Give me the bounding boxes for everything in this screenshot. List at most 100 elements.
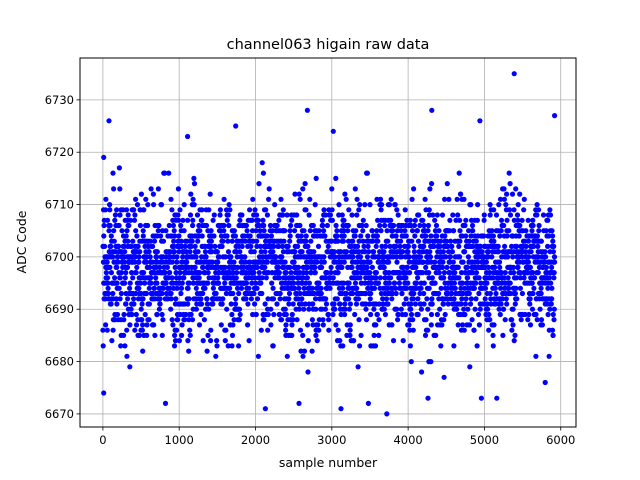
data-point — [500, 306, 507, 312]
data-point — [335, 270, 341, 276]
data-point — [460, 322, 466, 328]
data-point — [174, 327, 180, 333]
data-point — [300, 332, 306, 338]
data-point — [260, 170, 266, 176]
data-point — [287, 264, 293, 270]
data-point — [415, 275, 421, 281]
data-point — [366, 301, 372, 307]
data-point — [175, 186, 181, 192]
data-point — [359, 222, 365, 229]
data-point — [510, 264, 516, 270]
data-point — [500, 332, 506, 338]
data-point — [400, 249, 406, 255]
data-point — [301, 228, 307, 234]
data-point — [133, 196, 139, 202]
data-point — [490, 233, 496, 239]
data-point — [423, 233, 429, 239]
data-point — [512, 332, 518, 338]
data-point — [121, 311, 127, 318]
data-point — [465, 254, 471, 260]
data-point — [263, 275, 269, 281]
data-point — [142, 280, 148, 286]
data-point — [288, 270, 294, 276]
data-point — [545, 285, 551, 291]
data-point — [270, 228, 276, 234]
data-point — [281, 238, 287, 244]
data-point — [280, 207, 286, 213]
data-point — [538, 285, 544, 291]
data-point — [535, 270, 541, 276]
data-point — [459, 280, 466, 286]
data-point — [221, 228, 227, 234]
data-point — [374, 233, 380, 239]
data-point — [117, 275, 123, 281]
data-point — [316, 280, 322, 286]
data-point — [437, 306, 443, 312]
data-point — [487, 317, 493, 323]
data-point — [365, 233, 371, 239]
data-point — [457, 254, 463, 260]
data-point — [547, 306, 553, 312]
data-point — [222, 280, 228, 286]
data-point — [456, 243, 462, 249]
data-point — [112, 217, 118, 223]
data-point — [411, 249, 417, 255]
data-point — [154, 249, 160, 255]
data-point — [325, 243, 331, 249]
data-point — [150, 243, 156, 249]
data-point — [176, 338, 182, 344]
data-point — [107, 202, 113, 208]
data-point — [206, 306, 212, 312]
data-point — [118, 270, 125, 276]
data-point — [466, 238, 472, 244]
y-tick-label: 6690 — [45, 302, 74, 316]
data-point — [252, 301, 258, 307]
data-point — [527, 301, 533, 307]
data-point — [125, 238, 131, 244]
data-point — [210, 301, 216, 307]
data-point — [510, 322, 516, 328]
data-point — [377, 196, 384, 202]
data-point — [102, 207, 109, 213]
data-point — [551, 270, 557, 276]
data-point — [542, 259, 548, 265]
data-point — [350, 238, 356, 244]
data-point — [186, 348, 192, 354]
data-point — [484, 301, 490, 307]
data-point — [177, 270, 183, 276]
data-point — [232, 233, 238, 239]
data-point — [355, 364, 361, 370]
data-point — [254, 212, 260, 218]
data-point — [284, 353, 290, 359]
data-point — [118, 343, 124, 349]
data-point — [143, 196, 149, 202]
data-point — [429, 301, 435, 307]
data-point — [277, 290, 283, 297]
data-point — [536, 228, 542, 234]
data-point — [333, 222, 339, 229]
data-point — [201, 317, 207, 323]
data-point — [369, 228, 375, 234]
data-point — [421, 290, 427, 297]
data-point — [373, 270, 379, 276]
data-point — [502, 317, 508, 323]
data-point — [153, 275, 159, 281]
data-point — [347, 322, 353, 328]
data-point — [105, 280, 111, 286]
data-point — [101, 222, 107, 229]
data-point — [193, 285, 199, 291]
data-point — [163, 280, 169, 286]
data-point — [408, 359, 414, 365]
data-point — [128, 306, 134, 312]
data-point — [398, 228, 404, 234]
data-point — [159, 311, 165, 318]
data-point — [190, 222, 196, 229]
data-point — [523, 243, 529, 249]
data-point — [332, 306, 338, 312]
data-point — [270, 343, 276, 349]
data-point — [515, 264, 521, 270]
data-point — [538, 238, 545, 244]
data-point — [180, 254, 186, 260]
data-point — [243, 222, 249, 229]
data-point — [329, 186, 335, 192]
